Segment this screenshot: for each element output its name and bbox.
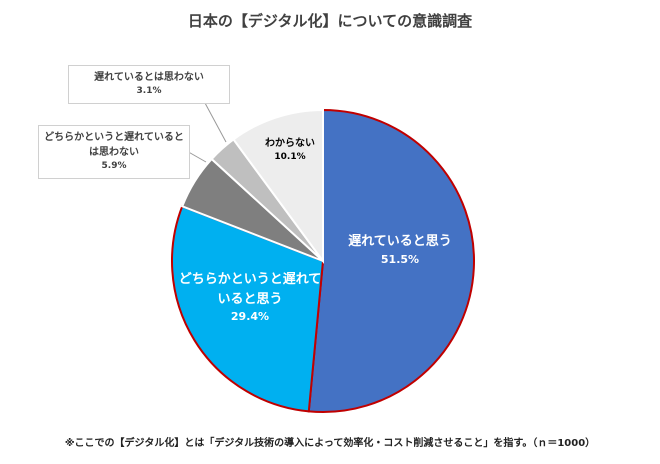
value-label: 10.1% — [274, 152, 306, 162]
pie-slice — [171, 205, 325, 413]
slice-label: どちらかというと遅れていると思う 29.4% — [175, 270, 325, 326]
slice-label: どちらかというと遅れているとは思わない 5.9% — [38, 125, 190, 179]
value-label: 29.4% — [230, 310, 270, 323]
category-label: どちらかというと遅れていると思う — [178, 272, 322, 307]
category-label: 遅れていると思う — [348, 234, 452, 249]
value-label: 5.9% — [101, 161, 127, 171]
slice-label: 遅れているとは思わない 3.1% — [68, 65, 230, 104]
footnote: ※ここでの【デジタル化】とは「デジタル技術の導入によって効率化・コスト削減させる… — [64, 438, 596, 449]
category-label: 遅れているとは思わない — [94, 72, 204, 83]
chart-title: 日本の【デジタル化】についての意識調査 — [187, 12, 473, 30]
category-label: どちらかというと遅れているとは思わない — [44, 132, 184, 158]
category-label: わからない — [265, 138, 315, 149]
slice-label: 遅れていると思う 51.5% — [335, 232, 465, 268]
pie-slice — [307, 108, 475, 413]
leader-line — [204, 102, 227, 143]
value-label: 3.1% — [136, 86, 162, 96]
slice-label: わからない 10.1% — [255, 136, 325, 165]
value-label: 51.5% — [380, 252, 420, 266]
pie-slice — [232, 108, 324, 265]
